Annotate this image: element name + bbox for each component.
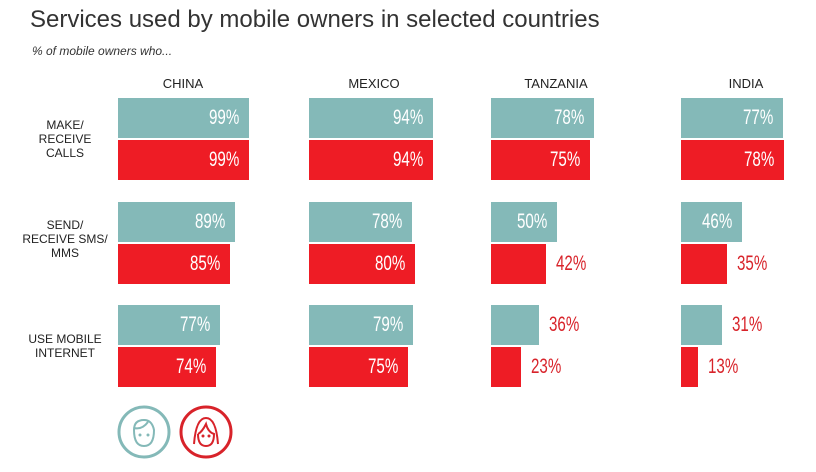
- column-header-tanzania: TANZANIA: [524, 76, 588, 91]
- bar-women: [309, 347, 408, 387]
- woman-face-icon: [179, 405, 233, 459]
- data-label: 79%: [373, 313, 404, 336]
- data-label: 78%: [371, 210, 403, 233]
- data-label: 85%: [190, 252, 221, 275]
- bar-women: [118, 140, 249, 180]
- data-label: 99%: [208, 106, 239, 129]
- data-label: 94%: [393, 106, 424, 129]
- bar-men: [309, 98, 434, 138]
- bar-men: [118, 202, 236, 242]
- bar-women: [118, 244, 231, 284]
- bar-men: [118, 98, 249, 138]
- column-header-india: INDIA: [728, 76, 764, 91]
- data-label: 94%: [393, 148, 424, 171]
- column-header-china: CHINA: [162, 76, 204, 91]
- data-label: 35%: [737, 252, 768, 275]
- data-label: 50%: [517, 210, 548, 233]
- bar-men: [681, 202, 742, 242]
- row-label: USE MOBILE INTERNET: [28, 332, 102, 360]
- chart-title: Services used by mobile owners in select…: [30, 6, 600, 33]
- bar-women: [681, 347, 699, 387]
- data-label: 31%: [731, 313, 763, 336]
- bar-men: [491, 98, 594, 138]
- row-label: MAKE/RECEIVE CALLS: [38, 118, 92, 160]
- bar-women: [491, 347, 522, 387]
- bar-women: [118, 347, 216, 387]
- data-label: 77%: [179, 313, 210, 336]
- data-label: 23%: [531, 355, 562, 378]
- data-label: 80%: [374, 252, 405, 275]
- data-label: 74%: [175, 355, 206, 378]
- chart-subtitle: % of mobile owners who...: [32, 44, 173, 58]
- data-label: 75%: [550, 148, 581, 171]
- data-label: 77%: [742, 106, 773, 129]
- data-label: 13%: [708, 355, 739, 378]
- data-label: 78%: [553, 106, 585, 129]
- bar-men: [491, 202, 557, 242]
- data-label: 46%: [701, 210, 732, 233]
- data-label: 89%: [195, 210, 226, 233]
- data-label: 99%: [208, 148, 239, 171]
- bar-men: [118, 305, 220, 345]
- bar-women: [491, 244, 547, 284]
- man-face-icon: [117, 405, 171, 459]
- row-label: SEND/RECEIVE SMS/MMS: [22, 218, 108, 260]
- bar-men: [681, 305, 722, 345]
- bar-women: [491, 140, 590, 180]
- bar-women: [681, 140, 784, 180]
- data-label: 36%: [548, 313, 579, 336]
- column-header-mexico: MEXICO: [348, 76, 400, 91]
- data-label: 78%: [743, 148, 775, 171]
- data-label: 75%: [368, 355, 399, 378]
- bar-women: [309, 140, 434, 180]
- bar-women: [309, 244, 415, 284]
- bar-men: [309, 202, 412, 242]
- bar-men: [491, 305, 539, 345]
- bar-women: [681, 244, 728, 284]
- data-label: 42%: [556, 252, 587, 275]
- bar-men: [681, 98, 783, 138]
- bar-men: [309, 305, 414, 345]
